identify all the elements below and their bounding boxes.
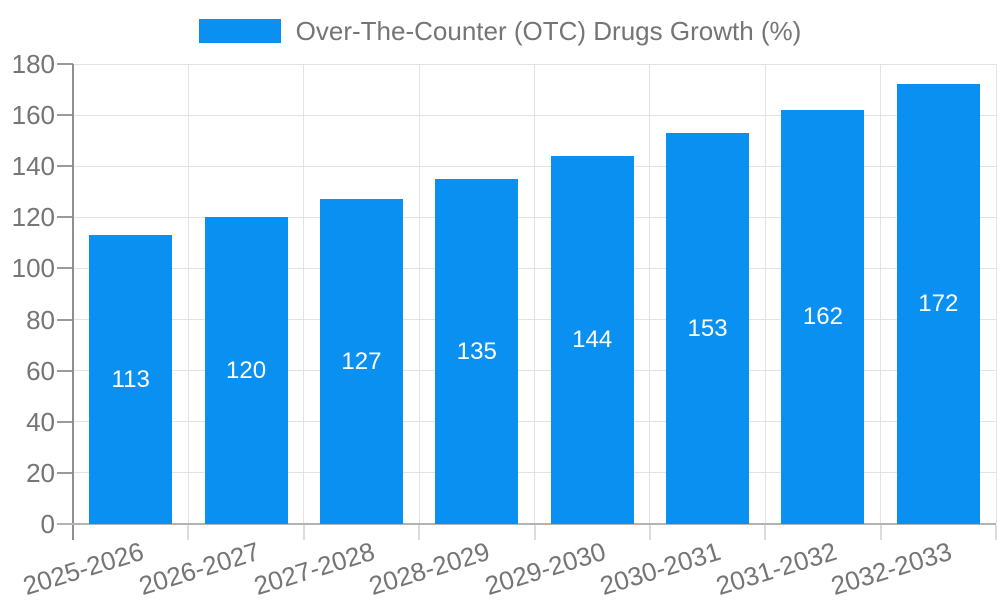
bar: 172 [896, 84, 980, 524]
bar: 135 [435, 179, 519, 524]
bar: 162 [781, 110, 865, 524]
x-tick [764, 525, 767, 540]
x-axis-label: 2028-2029 [365, 536, 494, 600]
x-axis-label: 2025-2026 [19, 536, 148, 600]
bar-value-label: 153 [687, 314, 728, 342]
bar: 120 [204, 217, 288, 524]
y-tick [57, 216, 73, 219]
bar-value-label: 135 [456, 337, 497, 365]
x-tick [418, 525, 421, 540]
bar-value-label: 113 [111, 365, 150, 393]
x-axis-label: 2029-2030 [481, 536, 609, 600]
y-tick [57, 369, 73, 372]
bar-value-label: 127 [341, 347, 382, 375]
gridline-v [764, 64, 766, 524]
x-tick [648, 525, 651, 540]
y-axis-label: 120 [11, 202, 55, 233]
y-tick [57, 318, 73, 321]
y-axis-label: 160 [11, 100, 55, 131]
legend-label[interactable]: Over-The-Counter (OTC) Drugs Growth (%) [295, 16, 802, 46]
y-axis-label: 100 [11, 253, 55, 284]
gridline-v [534, 64, 535, 524]
y-axis-label: 60 [26, 355, 55, 386]
gridline-v [303, 64, 305, 524]
y-axis-label: 20 [26, 457, 55, 488]
gridline-v [995, 64, 997, 524]
x-tick [533, 525, 536, 540]
x-tick [302, 525, 305, 540]
x-axis-label: 2026-2027 [135, 536, 263, 600]
y-axis-label: 40 [26, 406, 55, 437]
gridline-v [418, 64, 420, 524]
y-axis-label: 140 [11, 151, 55, 182]
y-axis-label: 0 [40, 509, 55, 539]
bar: 113 [89, 235, 173, 524]
y-tick [57, 114, 73, 117]
y-axis-label: 80 [26, 304, 55, 335]
y-tick [57, 420, 73, 423]
y-axis-line [72, 64, 74, 540]
gridline-v [187, 64, 189, 524]
bar-value-label: 172 [918, 290, 959, 318]
x-axis-label: 2027-2028 [250, 536, 379, 600]
y-tick [57, 165, 73, 168]
y-tick [57, 471, 73, 474]
bar-value-label: 120 [226, 356, 267, 384]
legend-swatch[interactable] [198, 19, 281, 43]
x-axis-label: 2031-2032 [712, 536, 840, 600]
x-axis-line [57, 523, 996, 525]
gridline-v [649, 64, 651, 524]
x-axis-label: 2030-2031 [596, 536, 725, 600]
x-axis-label: 2032-2033 [827, 536, 956, 600]
x-tick [187, 525, 190, 540]
bar-value-label: 162 [802, 303, 843, 330]
bar: 153 [666, 133, 750, 524]
x-tick [995, 525, 997, 540]
gridline-v [880, 64, 882, 524]
y-axis-label: 180 [11, 49, 55, 79]
bar-value-label: 144 [572, 326, 613, 353]
bar: 144 [550, 156, 634, 524]
x-tick [879, 525, 882, 540]
legend[interactable]: Over-The-Counter (OTC) Drugs Growth (%) [0, 16, 1000, 46]
y-tick [57, 267, 73, 270]
y-tick [57, 63, 73, 65]
bar: 127 [319, 199, 403, 524]
